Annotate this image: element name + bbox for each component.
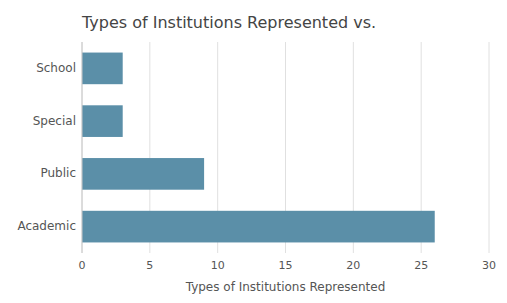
- bar: [82, 105, 123, 137]
- grid: [82, 42, 489, 253]
- x-axis-label: Types of Institutions Represented: [185, 280, 386, 294]
- x-tick-label: 0: [79, 259, 86, 272]
- grid-line: [82, 42, 83, 253]
- x-tick-label: 20: [346, 259, 360, 272]
- x-tick-label: 10: [211, 259, 225, 272]
- y-tick-label: Special: [33, 114, 76, 128]
- grid-line: [489, 42, 490, 253]
- bar: [82, 53, 123, 85]
- chart-svg: 0 5 10 15 20 25 30 Academic Public Special School T…: [0, 0, 507, 303]
- y-tick-label: School: [36, 61, 76, 75]
- x-tick-label: 30: [482, 259, 496, 272]
- x-ticks: 0 5 10 15 20 25 30: [79, 259, 497, 272]
- x-tick-label: 15: [279, 259, 293, 272]
- bar: [82, 211, 435, 243]
- chart-container: 0 5 10 15 20 25 30 Academic Public Special School T…: [0, 0, 507, 303]
- y-axis-line: [82, 42, 83, 253]
- bars: [82, 53, 435, 243]
- x-tick-label: 25: [414, 259, 428, 272]
- y-tick-label: Academic: [17, 219, 76, 233]
- bar: [82, 158, 204, 190]
- page: {"chart_data": {"type": "bar", "orientat…: [0, 0, 507, 303]
- x-tick-label: 5: [146, 259, 153, 272]
- y-tick-label: Public: [40, 166, 76, 180]
- chart-title: Types of Institutions Represented vs.: [81, 13, 376, 32]
- y-tick-labels: Academic Public Special School: [17, 61, 76, 233]
